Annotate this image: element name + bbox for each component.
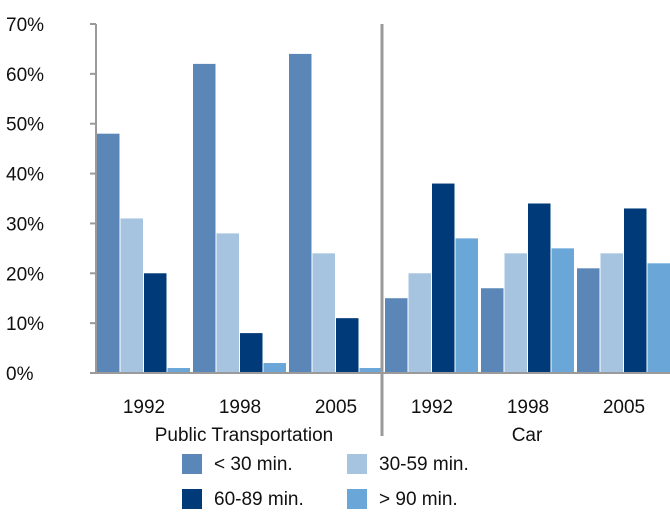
y-tick-label: 0%: [6, 364, 34, 385]
bar-3-2: [240, 333, 263, 373]
bar-2-5: [504, 253, 527, 373]
group-label: Public Transportation: [155, 425, 334, 446]
legend-swatch: [347, 454, 367, 474]
bar-2-2: [216, 233, 239, 373]
category-label: 2005: [603, 397, 645, 418]
category-label: 1992: [411, 397, 453, 418]
bar-3-1: [144, 273, 167, 373]
y-tick-label: 40%: [6, 165, 44, 186]
axes: [90, 23, 670, 436]
bar-3-6: [624, 208, 647, 373]
bar-2-4: [408, 273, 431, 373]
bar-1-1: [97, 133, 120, 373]
bar-4-1: [167, 368, 190, 373]
legend-label: > 90 min.: [379, 489, 458, 510]
legend: < 30 min. 30-59 min. 60-89 min. > 90 min.: [182, 454, 469, 510]
group-label: Car: [512, 425, 543, 446]
bar-1-5: [481, 288, 504, 373]
bar-2-1: [120, 218, 143, 373]
y-tick-label: 50%: [6, 115, 44, 136]
bar-2-3: [312, 253, 335, 373]
bar-3-3: [336, 318, 359, 373]
bar-4-2: [263, 363, 286, 373]
bars: [97, 53, 670, 374]
bar-1-4: [385, 298, 408, 373]
legend-swatch: [182, 454, 202, 474]
y-tick-label: 10%: [6, 314, 44, 335]
bar-2-6: [600, 253, 623, 373]
bar-4-6: [647, 263, 670, 373]
y-tick-label: 70%: [6, 15, 44, 36]
bar-1-3: [289, 53, 312, 374]
bar-1-6: [577, 268, 600, 373]
y-tick-label: 30%: [6, 214, 44, 235]
category-labels: 1992 1998 2005 1992 1998 2005 Public Transport…: [123, 397, 645, 446]
legend-label: 60-89 min.: [214, 489, 304, 510]
y-tick-labels: 0% 10% 20% 30% 40% 50% 60% 70%: [6, 15, 44, 385]
category-label: 1992: [123, 397, 165, 418]
y-tick-label: 20%: [6, 264, 44, 285]
bar-3-5: [528, 203, 551, 373]
bar-4-5: [551, 248, 574, 373]
category-label: 1998: [507, 397, 549, 418]
bar-1-2: [193, 63, 216, 374]
bar-4-4: [455, 238, 478, 373]
legend-label: 30-59 min.: [379, 454, 469, 475]
y-tick-label: 60%: [6, 65, 44, 86]
bar-4-3: [359, 368, 382, 373]
category-label: 2005: [315, 397, 357, 418]
bar-3-4: [432, 183, 455, 373]
legend-swatch: [182, 489, 202, 509]
legend-label: < 30 min.: [214, 454, 293, 475]
category-label: 1998: [219, 397, 261, 418]
legend-swatch: [347, 489, 367, 509]
